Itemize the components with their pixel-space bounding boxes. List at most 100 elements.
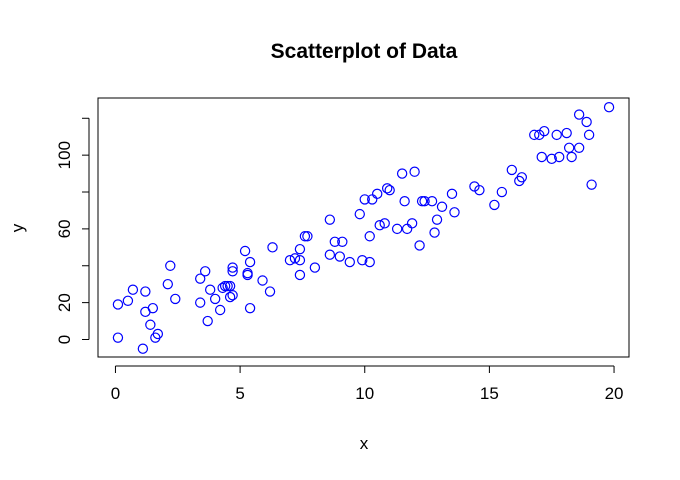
data-point [573, 142, 585, 153]
data-point [222, 280, 233, 292]
data-point [561, 127, 572, 139]
data-point [586, 179, 597, 190]
data-point [474, 184, 485, 196]
data-point [170, 293, 181, 305]
data-point [294, 269, 306, 281]
data-point [309, 262, 321, 273]
data-point [324, 249, 336, 260]
data-point [364, 231, 375, 242]
data-point [414, 240, 425, 251]
data-point [299, 231, 311, 242]
data-point [137, 343, 149, 354]
data-point [244, 256, 256, 268]
data-point [289, 253, 301, 264]
data-point [112, 299, 124, 310]
data-point [257, 275, 268, 286]
data-point [426, 196, 438, 207]
data-point [581, 116, 592, 128]
data-point [204, 284, 216, 295]
y-tick-label: 100 [55, 141, 74, 169]
data-point [122, 295, 134, 306]
data-point [324, 214, 336, 225]
x-tick-label: 15 [480, 384, 499, 403]
data-point [506, 164, 518, 176]
data-point [140, 286, 151, 297]
data-point [357, 255, 368, 266]
data-point [372, 188, 383, 200]
data-point [416, 196, 428, 207]
data-point [112, 332, 124, 343]
data-point [603, 102, 615, 113]
data-point [195, 273, 206, 284]
y-axis: 0 20 60 100 [55, 117, 90, 344]
x-tick-label: 5 [235, 384, 244, 403]
data-point [573, 109, 585, 120]
data-point [227, 262, 238, 273]
data-point [563, 142, 575, 153]
x-tick-label: 20 [605, 384, 624, 403]
data-point [267, 242, 278, 253]
data-point [344, 256, 355, 268]
data-point [516, 172, 528, 183]
data-point [329, 236, 341, 247]
data-point [391, 223, 403, 235]
x-tick-label: 0 [111, 384, 120, 403]
data-point [334, 251, 346, 262]
data-point [214, 304, 226, 316]
data-point [227, 290, 238, 301]
data-point [551, 129, 562, 141]
data-point [566, 151, 577, 163]
data-point [429, 227, 440, 238]
y-axis-label: y [8, 223, 27, 232]
data-point [242, 267, 253, 279]
data-point [165, 260, 176, 271]
data-point [294, 243, 306, 255]
data-point [536, 151, 547, 163]
data-point [209, 293, 221, 305]
data-point [145, 319, 156, 330]
y-tick-label: 60 [55, 219, 74, 238]
data-point [302, 231, 313, 242]
data-point [449, 207, 460, 218]
data-point [354, 208, 365, 220]
data-point [359, 194, 370, 205]
data-point [379, 218, 390, 229]
data-point [381, 183, 393, 194]
data-point [284, 255, 296, 266]
data-point [384, 184, 395, 196]
data-point [406, 218, 418, 229]
data-point [419, 196, 430, 207]
data-point [496, 186, 508, 198]
data-point [127, 284, 139, 295]
y-tick-label: 20 [55, 293, 74, 312]
data-point [529, 129, 540, 141]
data-point [446, 188, 458, 200]
plot-frame [97, 97, 630, 358]
data-point [219, 280, 231, 292]
data-point [239, 245, 251, 257]
data-point [431, 214, 443, 225]
y-tick-label: 0 [55, 335, 74, 344]
x-tick-label: 10 [355, 384, 374, 403]
data-point [409, 166, 420, 177]
chart-title: Scatterplot of Data [271, 40, 458, 63]
data-point [553, 151, 565, 163]
data-point [224, 291, 236, 303]
data-point [436, 201, 448, 212]
scatter-points [112, 102, 615, 354]
data-point [539, 125, 550, 137]
data-point [244, 302, 256, 314]
data-point [195, 297, 206, 308]
data-point [294, 255, 306, 266]
data-point [399, 196, 410, 207]
data-point [202, 315, 213, 327]
data-point [364, 256, 375, 268]
data-point [224, 280, 236, 292]
x-axis-label: x [360, 434, 369, 453]
data-point [162, 278, 174, 290]
data-point [152, 328, 164, 340]
data-point [489, 199, 500, 211]
data-point [546, 153, 557, 165]
data-point [199, 266, 211, 277]
